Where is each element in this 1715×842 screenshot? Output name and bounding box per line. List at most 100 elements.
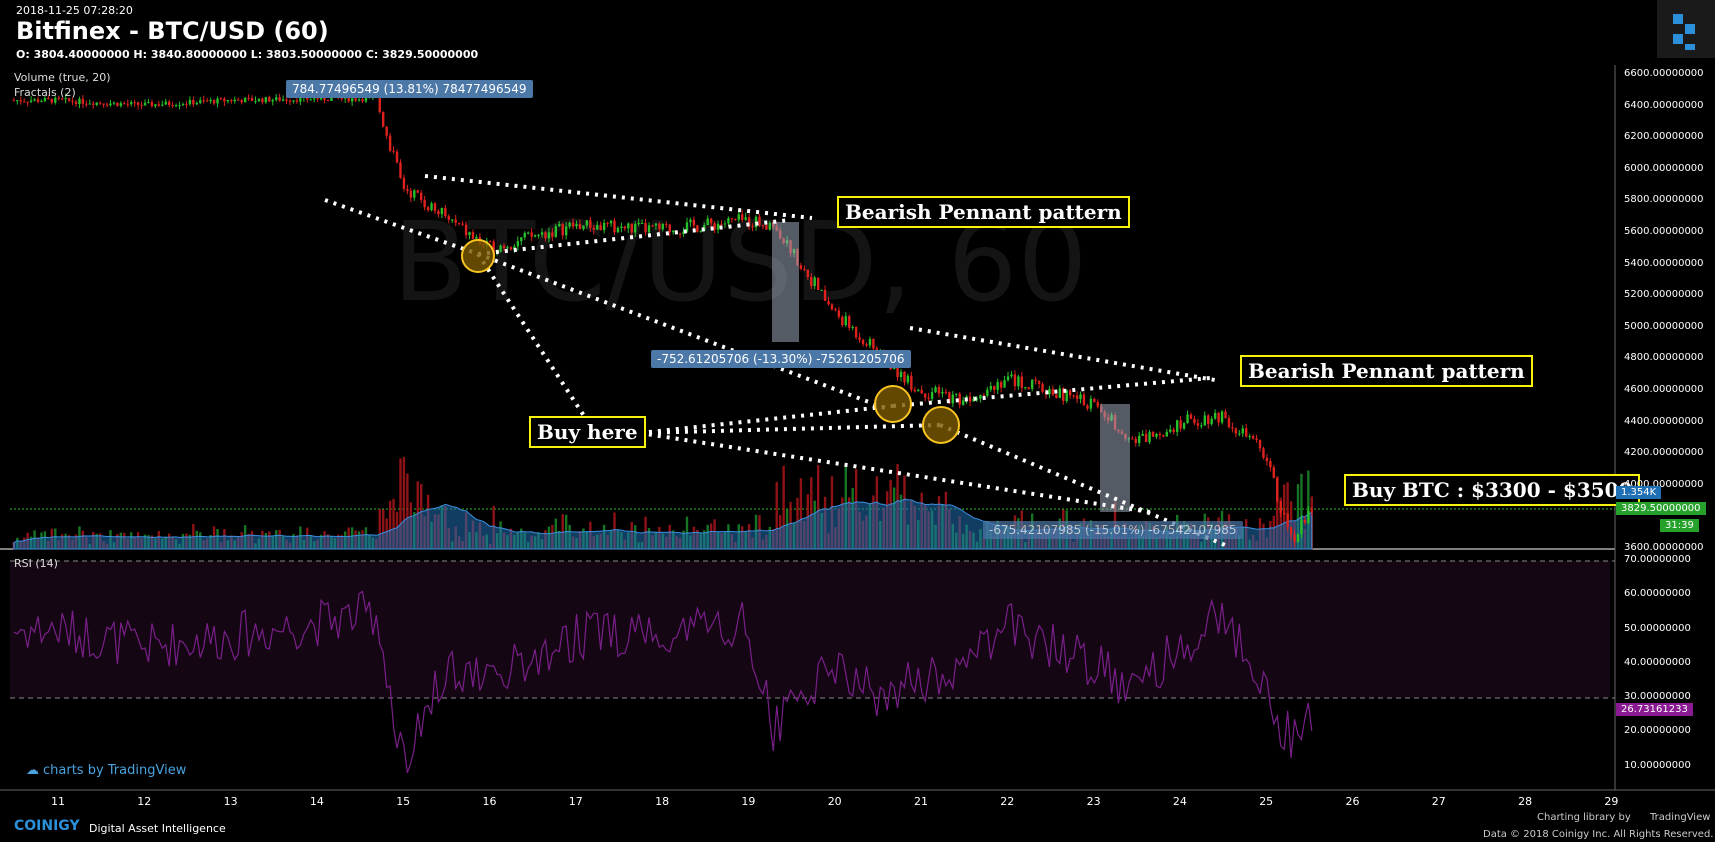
fractals-indicator-label[interactable]: Fractals (2) bbox=[14, 86, 76, 99]
candle-body bbox=[1227, 418, 1231, 428]
candle-body bbox=[188, 99, 192, 105]
volume-bar bbox=[392, 498, 395, 549]
candle-body bbox=[934, 387, 937, 393]
candle-body bbox=[692, 219, 696, 226]
candle-body bbox=[437, 211, 440, 215]
candle-body bbox=[592, 227, 595, 230]
candle-body bbox=[1231, 427, 1234, 429]
candle-body bbox=[299, 97, 302, 102]
candle-body bbox=[1134, 438, 1137, 444]
candle-body bbox=[630, 223, 633, 233]
candle-body bbox=[1303, 519, 1307, 524]
candle-body bbox=[74, 101, 78, 105]
countdown-badge: 31:39 bbox=[1660, 519, 1699, 532]
rsi-indicator-label[interactable]: RSI (14) bbox=[14, 557, 58, 570]
candle-body bbox=[1289, 527, 1293, 535]
rsi-tick-label: 10.00000000 bbox=[1624, 759, 1691, 771]
candle-body bbox=[457, 222, 461, 224]
candle-body bbox=[361, 99, 364, 102]
pattern-lines bbox=[324, 174, 1226, 547]
candle-body bbox=[1238, 433, 1241, 435]
tradingview-brand[interactable]: TradingView bbox=[1650, 812, 1711, 823]
candle-body bbox=[741, 214, 744, 220]
candle-body bbox=[178, 105, 181, 107]
candle-body bbox=[716, 223, 720, 230]
candle-body bbox=[979, 394, 982, 399]
candle-body bbox=[1286, 513, 1289, 528]
candle-body bbox=[140, 105, 143, 107]
candle-body bbox=[1300, 519, 1303, 535]
candle-body bbox=[699, 230, 702, 232]
candle-body bbox=[29, 100, 33, 103]
coinigy-logo-icon bbox=[1673, 14, 1695, 50]
price-tick-label: 3600.00000000 bbox=[1624, 542, 1704, 553]
candle-body bbox=[520, 237, 523, 242]
time-tick-label: 29 bbox=[1604, 795, 1619, 808]
candle-body bbox=[989, 385, 992, 390]
candle-body bbox=[157, 104, 161, 106]
candle-body bbox=[706, 218, 709, 226]
candle-body bbox=[844, 316, 847, 326]
candle-body bbox=[920, 389, 923, 394]
price-tick-label: 5200.00000000 bbox=[1624, 289, 1704, 301]
candle-body bbox=[50, 98, 54, 103]
candle-body bbox=[1062, 388, 1065, 401]
candle-body bbox=[627, 223, 630, 229]
candle-body bbox=[1089, 398, 1093, 409]
candle-body bbox=[1179, 420, 1182, 429]
candle-body bbox=[171, 104, 174, 106]
candle-body bbox=[668, 224, 671, 233]
candle-body bbox=[644, 222, 647, 233]
cloud-icon: ☁ bbox=[26, 763, 39, 778]
candle-body bbox=[830, 304, 834, 310]
candle-body bbox=[33, 99, 36, 101]
candle-body bbox=[309, 99, 312, 101]
volume-bar bbox=[1296, 484, 1300, 549]
candle-body bbox=[1310, 510, 1314, 512]
candle-body bbox=[1307, 510, 1310, 524]
candle-body bbox=[1010, 374, 1013, 377]
candle-body bbox=[392, 150, 395, 152]
candle-body bbox=[1234, 428, 1238, 434]
tradingview-credit[interactable]: ☁ charts by TradingView bbox=[26, 763, 187, 778]
candle-body bbox=[620, 226, 623, 228]
time-tick-label: 23 bbox=[1086, 795, 1101, 808]
candle-body bbox=[689, 219, 692, 223]
candle-body bbox=[161, 104, 164, 106]
candle-body bbox=[123, 103, 126, 105]
candle-body bbox=[751, 226, 754, 228]
candle-body bbox=[382, 112, 385, 127]
candle-body bbox=[264, 97, 268, 103]
candle-body bbox=[1048, 388, 1051, 395]
candle-body bbox=[810, 277, 813, 286]
candle-body bbox=[1258, 439, 1262, 449]
candle-body bbox=[761, 225, 765, 227]
candle-body bbox=[354, 98, 357, 101]
price-tick-label: 5600.00000000 bbox=[1624, 226, 1704, 237]
candle-body bbox=[350, 98, 354, 102]
candle-body bbox=[537, 234, 540, 236]
candle-body bbox=[696, 225, 699, 232]
coinigy-brand[interactable]: COINIGY bbox=[14, 818, 80, 834]
candle-body bbox=[530, 232, 533, 237]
candle-body bbox=[734, 219, 737, 221]
candle-body bbox=[868, 338, 872, 346]
candle-body bbox=[551, 232, 554, 237]
timestamp: 2018-11-25 07:28:20 bbox=[16, 4, 133, 17]
candle-body bbox=[285, 99, 288, 101]
candle-body bbox=[564, 226, 568, 236]
time-tick-label: 22 bbox=[1000, 795, 1015, 808]
candle-body bbox=[240, 100, 243, 103]
candle-body bbox=[968, 396, 972, 402]
candle-body bbox=[1093, 398, 1096, 403]
candle-body bbox=[36, 99, 40, 102]
price-tick-label: 6200.00000000 bbox=[1624, 131, 1704, 143]
candle-body bbox=[768, 222, 772, 230]
candle-body bbox=[406, 188, 409, 191]
candle-body bbox=[713, 223, 716, 230]
candle-body bbox=[861, 339, 865, 345]
candle-body bbox=[554, 226, 558, 237]
volume-indicator-label[interactable]: Volume (true, 20) bbox=[14, 71, 111, 84]
coinigy-logo[interactable] bbox=[1657, 0, 1715, 58]
